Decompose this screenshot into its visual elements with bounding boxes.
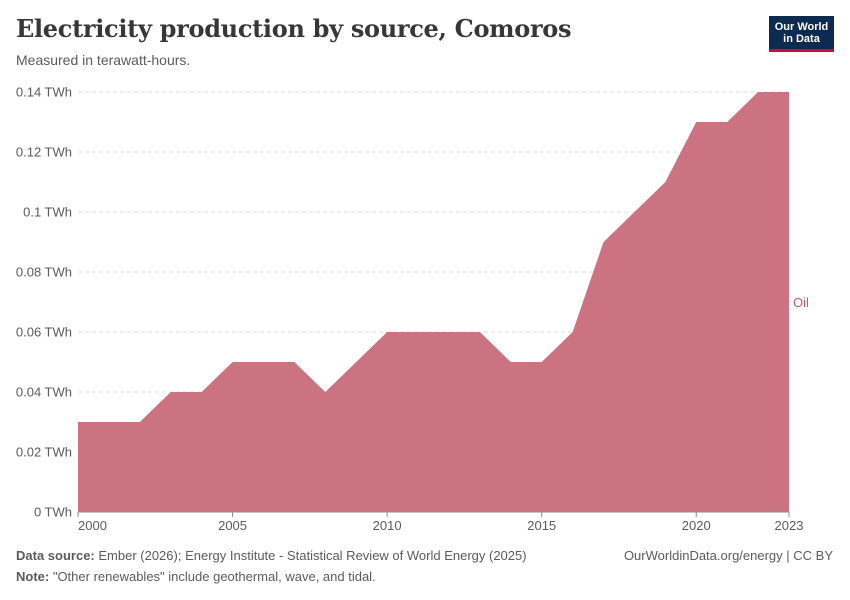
y-tick-label: 0.1 TWh xyxy=(23,205,72,220)
chart-title: Electricity production by source, Comoro… xyxy=(16,14,572,43)
x-tick-label: 2015 xyxy=(527,518,556,533)
x-tick-label: 2000 xyxy=(78,518,107,533)
data-source-line: Data source: Ember (2026); Energy Instit… xyxy=(16,548,527,563)
y-tick-label: 0.08 TWh xyxy=(16,265,72,280)
series-areas xyxy=(78,92,789,512)
y-tick-label: 0.04 TWh xyxy=(16,385,72,400)
x-tick-label: 2020 xyxy=(682,518,711,533)
note-line: Note: "Other renewables" include geother… xyxy=(16,569,376,584)
axes: 0 TWh 0.02 TWh 0.04 TWh 0.06 TWh 0.08 TWh 0.1… xyxy=(16,85,804,534)
y-tick-label: 0.14 TWh xyxy=(16,85,72,100)
x-tick-label: 2023 xyxy=(775,518,804,533)
data-source-label: Data source: xyxy=(16,548,95,563)
x-tick-label: 2010 xyxy=(373,518,402,533)
chart-subtitle: Measured in terawatt-hours. xyxy=(16,52,191,68)
data-source-text[interactable]: Ember (2026); Energy Institute - Statist… xyxy=(94,548,527,563)
y-tick-label: 0 TWh xyxy=(34,505,72,520)
logo-line-1: Our World xyxy=(774,21,829,33)
logo-line-2: in Data xyxy=(783,33,820,45)
series-label-oil[interactable]: Oil xyxy=(793,295,809,310)
y-tick-label: 0.02 TWh xyxy=(16,445,72,460)
x-tick-label: 2005 xyxy=(218,518,247,533)
series-area-oil[interactable] xyxy=(78,92,789,512)
note-text: "Other renewables" include geothermal, w… xyxy=(49,569,376,584)
series-labels: Oil xyxy=(793,295,809,310)
owid-logo[interactable]: Our World in Data xyxy=(769,16,834,52)
note-label: Note: xyxy=(16,569,50,584)
y-tick-label: 0.06 TWh xyxy=(16,325,72,340)
y-tick-label: 0.12 TWh xyxy=(16,145,72,160)
credit-link[interactable]: OurWorldinData.org/energy | CC BY xyxy=(623,548,833,563)
